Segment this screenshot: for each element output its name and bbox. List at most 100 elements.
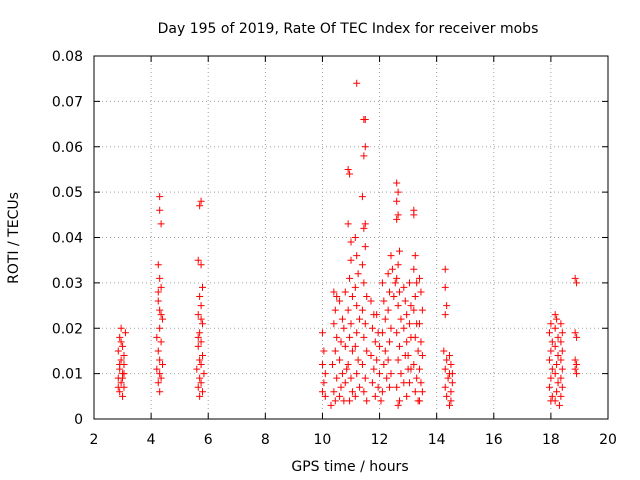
data-point [119,342,127,350]
data-point [346,333,354,341]
data-point [418,388,426,396]
data-point [363,347,371,355]
y-tick-label: 0.07 [52,94,83,110]
data-point [194,311,202,319]
data-point [554,351,562,359]
data-point [557,392,565,400]
data-point [368,324,376,332]
data-point [393,179,401,187]
data-point [358,261,366,269]
data-point [378,329,386,337]
data-point [545,356,553,364]
data-point [441,365,449,373]
x-tick-label: 20 [599,432,617,448]
data-point [381,315,389,323]
data-point [558,347,566,355]
data-point [551,397,559,405]
data-point [196,202,204,210]
data-point [384,356,392,364]
data-point [344,220,352,228]
data-point [381,347,389,355]
data-point [557,356,565,364]
data-point [547,320,555,328]
data-point [407,365,415,373]
data-point [557,320,565,328]
data-point [406,279,414,287]
data-point [371,392,379,400]
data-point [571,356,579,364]
data-point [156,388,164,396]
data-point [361,220,369,228]
data-point [410,361,418,369]
data-point [393,197,401,205]
data-point [558,383,566,391]
data-point [448,379,456,387]
data-point [396,288,404,296]
data-point [446,401,454,409]
data-point [394,302,402,310]
data-point [353,79,361,87]
data-point [343,365,351,373]
data-point [157,220,165,228]
data-point [361,116,369,124]
data-point [341,342,349,350]
data-point [197,338,205,346]
data-point [346,397,354,405]
y-tick-label: 0.08 [52,49,83,65]
data-point [358,306,366,314]
data-point [391,279,399,287]
data-point [193,365,201,373]
data-point [200,370,208,378]
data-point [344,361,352,369]
x-tick-label: 12 [371,432,389,448]
data-point [351,283,359,291]
data-point [199,388,207,396]
data-point [363,292,371,300]
data-point [197,361,205,369]
data-point [199,351,207,359]
data-point [356,383,364,391]
data-point [377,397,385,405]
data-point [443,302,451,310]
data-point [571,329,579,337]
data-point [555,401,563,409]
data-point [378,388,386,396]
x-tick-label: 16 [485,432,503,448]
data-point [353,370,361,378]
data-point [153,333,161,341]
data-point [154,288,162,296]
data-point [156,356,164,364]
data-point [447,397,455,405]
data-point [394,356,402,364]
data-point [361,320,369,328]
data-point [396,397,404,405]
data-point [416,397,424,405]
data-point [358,361,366,369]
data-point [120,351,128,359]
data-point [351,234,359,241]
data-point [340,324,348,332]
data-point [573,370,581,378]
data-point [320,347,328,355]
data-point [573,333,581,341]
data-point [414,347,422,355]
data-point [548,338,556,346]
data-point [120,370,128,378]
data-point [410,211,418,219]
data-point [394,401,402,409]
data-point [413,374,421,382]
data-point [394,261,402,269]
chart-title: Day 195 of 2019, Rate Of TEC Index for r… [158,21,539,37]
data-point [360,152,368,160]
data-point [344,165,352,173]
data-point [548,392,556,400]
data-point [411,252,419,260]
data-point [156,193,164,201]
y-tick-label: 0.05 [52,185,83,201]
data-point [403,311,411,319]
data-point [156,274,164,282]
data-point [380,361,388,369]
data-point [387,370,395,378]
data-point [410,265,418,273]
data-point [194,333,202,341]
